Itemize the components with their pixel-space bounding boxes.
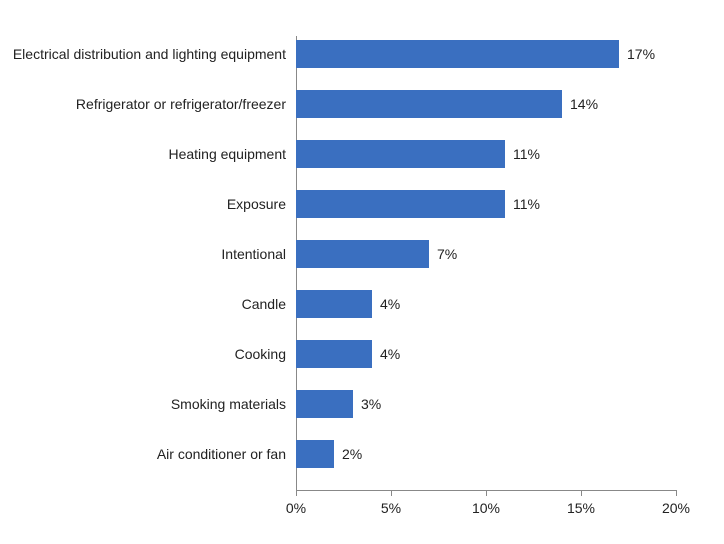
category-label: Air conditioner or fan — [157, 446, 286, 462]
bar — [296, 390, 353, 418]
x-tick — [676, 490, 677, 496]
category-label: Electrical distribution and lighting equ… — [13, 46, 286, 62]
bar — [296, 140, 505, 168]
category-label: Smoking materials — [171, 396, 286, 412]
x-tick-label: 10% — [472, 500, 500, 516]
plot-area: 0%5%10%15%20%17%14%11%11%7%4%4%3%2% — [296, 36, 676, 490]
category-label: Intentional — [221, 246, 286, 262]
x-tick — [486, 490, 487, 496]
bar — [296, 190, 505, 218]
bar — [296, 340, 372, 368]
value-label: 17% — [627, 46, 655, 62]
bar-chart: 0% 5% 10% 15% 20% 17% 14% 11% 11% 7% 4% 4% 3% 2% — [0, 0, 724, 544]
value-label: 11% — [513, 146, 540, 162]
x-tick-label: 5% — [381, 500, 401, 516]
bar — [296, 90, 562, 118]
value-label: 4% — [380, 296, 400, 312]
value-label: 2% — [342, 446, 362, 462]
x-tick — [296, 490, 297, 496]
category-label: Exposure — [227, 196, 286, 212]
category-label: Refrigerator or refrigerator/freezer — [76, 96, 286, 112]
x-tick-label: 0% — [286, 500, 306, 516]
bar — [296, 40, 619, 68]
category-label: Candle — [242, 296, 286, 312]
category-label: Heating equipment — [168, 146, 286, 162]
bar — [296, 240, 429, 268]
x-tick-label: 20% — [662, 500, 690, 516]
value-label: 7% — [437, 246, 457, 262]
value-label: 11% — [513, 196, 540, 212]
x-tick — [391, 490, 392, 496]
value-label: 4% — [380, 346, 400, 362]
bar — [296, 440, 334, 468]
value-label: 14% — [570, 96, 598, 112]
category-label: Cooking — [235, 346, 286, 362]
bar — [296, 290, 372, 318]
value-label: 3% — [361, 396, 381, 412]
x-tick — [581, 490, 582, 496]
x-tick-label: 15% — [567, 500, 595, 516]
